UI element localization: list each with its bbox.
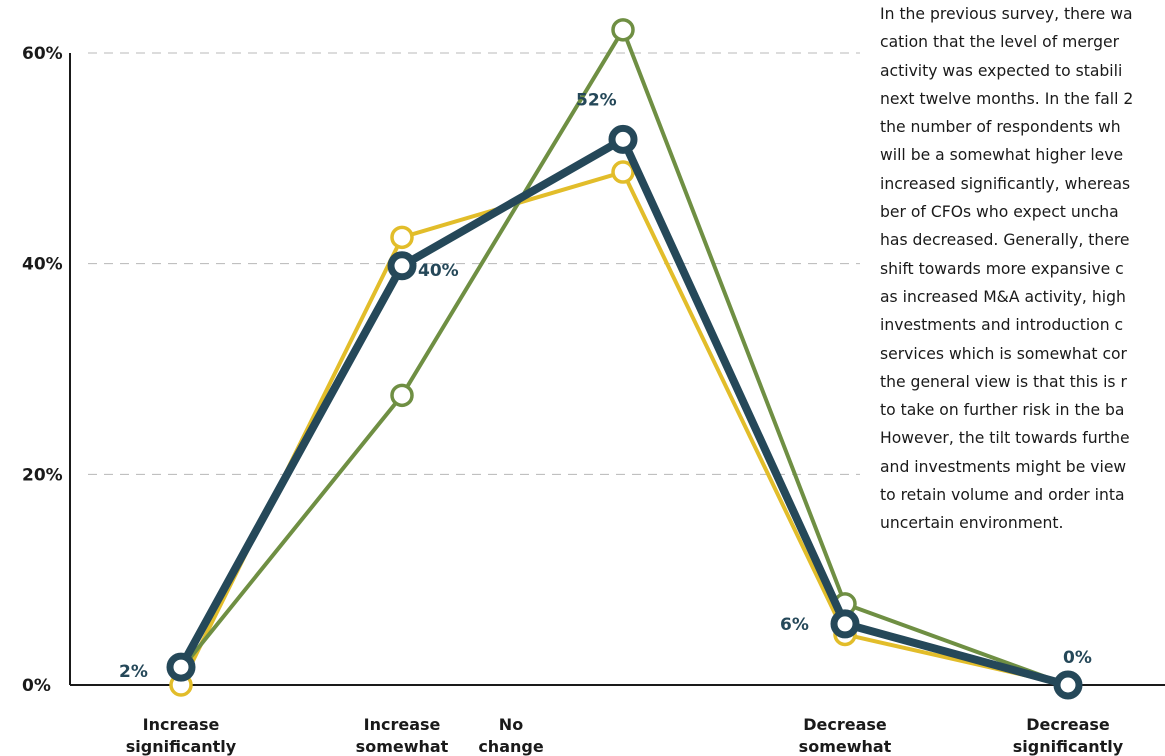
x-axis-category-labels: Increase significantly Increase somewhat No c… xyxy=(126,715,1124,756)
x-category-label: Decrease xyxy=(803,715,887,734)
commentary-line: has decreased. Generally, there xyxy=(880,231,1130,250)
x-category-label: Increase xyxy=(364,715,441,734)
grid-lines xyxy=(88,52,860,475)
commentary-line: will be a somewhat higher leve xyxy=(880,146,1124,165)
data-point-marker xyxy=(611,160,635,184)
commentary-text: In the previous survey, there wa cation t… xyxy=(880,0,1165,538)
data-point-marker xyxy=(166,652,196,682)
commentary-line: services which is somewhat cor xyxy=(880,344,1127,363)
x-category-label: change xyxy=(478,737,544,756)
commentary-line: to retain volume and order inta xyxy=(880,486,1125,505)
commentary-line: the number of respondents wh xyxy=(880,118,1121,137)
commentary-line: In the previous survey, there wa xyxy=(880,5,1133,23)
data-label: 40% xyxy=(418,261,459,281)
commentary-line: investments and introduction c xyxy=(880,316,1124,335)
data-point-marker xyxy=(608,124,638,154)
commentary-line: shift towards more expansive c xyxy=(880,259,1124,278)
commentary-line: uncertain environment. xyxy=(880,514,1064,533)
data-point-marker xyxy=(1053,670,1083,700)
y-tick-label: 20% xyxy=(22,465,63,485)
data-label: 2% xyxy=(119,662,148,682)
data-point-marker xyxy=(387,251,417,281)
commentary-line: ber of CFOs who expect uncha xyxy=(880,203,1119,222)
y-tick-label: 60% xyxy=(22,44,63,64)
x-category-label: significantly xyxy=(126,737,237,756)
data-label: 0% xyxy=(1063,648,1092,668)
x-category-label: somewhat xyxy=(356,737,449,756)
commentary-line: and investments might be view xyxy=(880,457,1127,476)
data-label: 52% xyxy=(576,90,617,110)
commentary-line: activity was expected to stabili xyxy=(880,61,1123,80)
data-point-marker xyxy=(390,383,414,408)
commentary-line: next twelve months. In the fall 2 xyxy=(880,89,1134,108)
data-label: 6% xyxy=(780,615,809,635)
data-point-marker xyxy=(830,609,860,639)
commentary-line: the general view is that this is r xyxy=(880,372,1127,391)
commentary-line: as increased M&A activity, high xyxy=(880,287,1126,306)
x-category-label: somewhat xyxy=(799,737,892,756)
x-category-label: significantly xyxy=(1013,737,1124,756)
commentary-line: However, the tilt towards furthe xyxy=(880,429,1130,448)
commentary-line: cation that the level of merger xyxy=(880,33,1119,52)
data-labels: 2% 40% 52% 6% 0% xyxy=(119,90,1092,682)
commentary-line: to take on further risk in the ba xyxy=(880,401,1125,420)
y-tick-label: 40% xyxy=(22,255,63,275)
commentary-line: increased significantly, whereas xyxy=(880,174,1131,193)
x-category-label: No xyxy=(499,715,523,734)
x-category-label: Increase xyxy=(143,715,220,734)
y-tick-label: 0% xyxy=(22,676,51,696)
x-category-label: Decrease xyxy=(1026,715,1110,734)
data-point-marker xyxy=(390,225,414,250)
y-axis-tick-labels: 0% 20% 40% 60% xyxy=(22,44,63,696)
series-2 xyxy=(166,124,1083,700)
data-point-marker xyxy=(611,18,635,42)
series-lines xyxy=(166,18,1083,700)
